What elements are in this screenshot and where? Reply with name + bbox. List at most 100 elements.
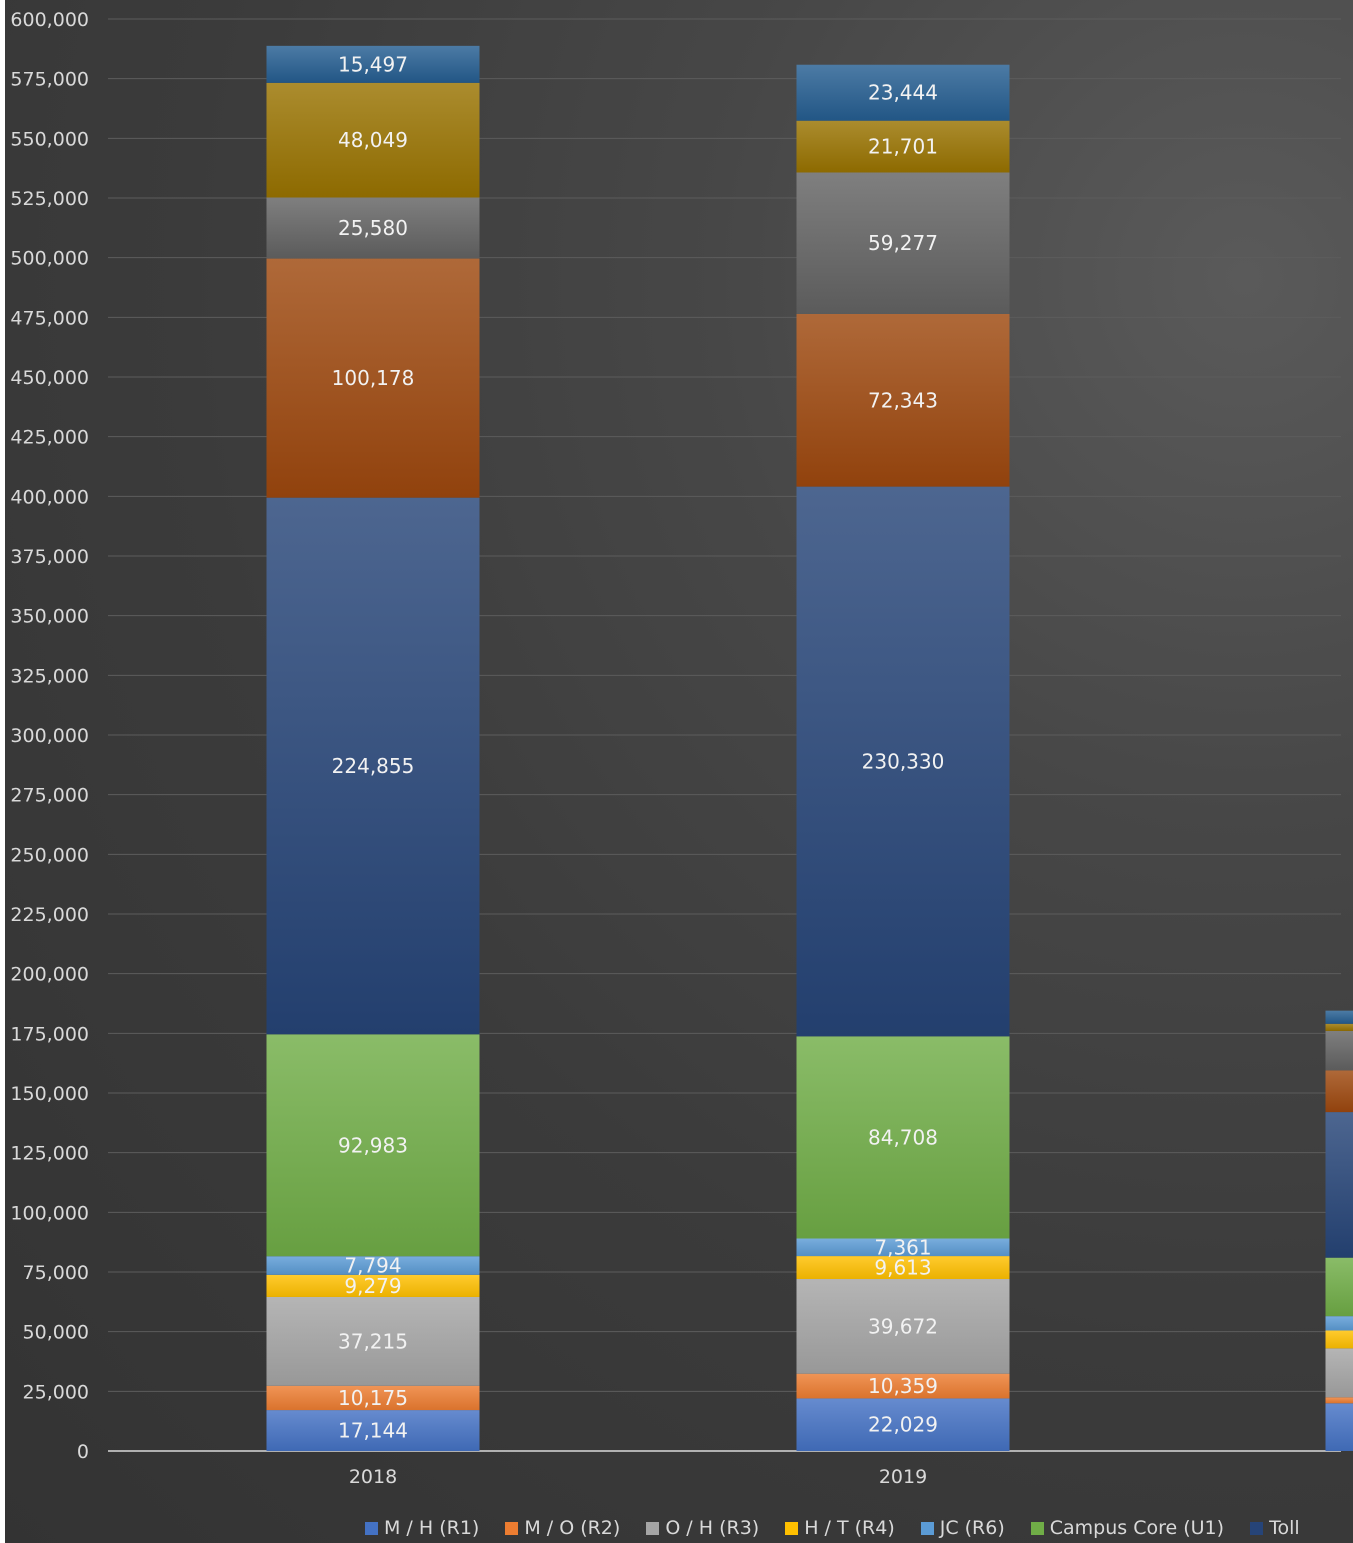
data-label: 9,279	[344, 1274, 401, 1298]
y-tick-label: 100,000	[10, 1202, 89, 1224]
legend-label: O / H (R3)	[665, 1517, 760, 1539]
y-tick-label: 300,000	[10, 725, 89, 747]
legend-swatch	[646, 1521, 660, 1535]
data-label: 21,701	[868, 135, 938, 159]
legend-swatch	[1030, 1521, 1044, 1535]
bar-segment	[796, 1373, 1010, 1399]
legend-label: JC (R6)	[939, 1517, 1005, 1539]
data-label: 7,794	[344, 1254, 401, 1278]
data-label: 17,144	[338, 1419, 408, 1443]
x-tick-label: 2018	[349, 1466, 397, 1488]
y-tick-label: 400,000	[10, 486, 89, 508]
y-tick-label: 375,000	[10, 546, 89, 568]
bar-segment	[796, 120, 1010, 173]
data-label: 84,708	[868, 1125, 938, 1149]
legend-swatch	[920, 1521, 934, 1535]
bar-segment	[1325, 1030, 1353, 1071]
bar-segment	[1325, 1348, 1353, 1398]
bar-segment	[1325, 1023, 1353, 1031]
y-tick-label: 125,000	[10, 1143, 89, 1165]
bar-segment	[796, 1398, 1010, 1451]
data-label: 37,215	[338, 1329, 408, 1353]
legend-item: M / O (R2)	[505, 1517, 620, 1539]
y-tick-label: 425,000	[10, 427, 89, 449]
bar-segment	[266, 1274, 480, 1297]
bar-segment	[266, 1256, 480, 1275]
y-tick-label: 275,000	[10, 785, 89, 807]
bar-segment	[1325, 1403, 1353, 1451]
y-tick-label: 550,000	[10, 128, 89, 150]
y-tick-label: 450,000	[10, 367, 89, 389]
legend-label: Toll	[1269, 1517, 1300, 1539]
bar-segment	[266, 1410, 480, 1451]
data-label: 39,672	[868, 1314, 938, 1338]
bar-segment	[796, 64, 1010, 121]
data-label: 48,049	[338, 128, 408, 152]
legend-item: JC (R6)	[920, 1517, 1005, 1539]
y-axis-tick-labels: 0 25,000 50,000 75,000 100,000 125,000 150,000…	[10, 9, 89, 1463]
bar-segment	[1325, 1316, 1353, 1331]
bar-segment	[1325, 1010, 1353, 1024]
bar-segment	[1325, 1397, 1353, 1404]
y-tick-label: 525,000	[10, 188, 89, 210]
bars	[266, 45, 1353, 1451]
legend-item: Campus Core (U1)	[1030, 1517, 1225, 1539]
bar-segment	[796, 486, 1010, 1037]
bar-segment	[1325, 1257, 1353, 1317]
bar-segment	[1325, 1112, 1353, 1258]
bar-segment	[266, 1296, 480, 1386]
data-label: 23,444	[868, 81, 938, 105]
y-tick-label: 225,000	[10, 904, 89, 926]
legend-item: M / H (R1)	[365, 1517, 479, 1539]
legend-swatch	[365, 1521, 378, 1535]
data-label: 10,175	[338, 1386, 408, 1410]
data-label: 100,178	[332, 366, 415, 390]
legend-item: H / T (R4)	[785, 1517, 895, 1539]
y-tick-label: 75,000	[23, 1262, 89, 1284]
bar-segment	[266, 258, 480, 498]
legend-label: M / O (R2)	[524, 1517, 621, 1539]
data-label: 7,361	[874, 1235, 931, 1259]
y-tick-label: 575,000	[10, 69, 89, 91]
data-label: 15,497	[338, 52, 408, 76]
data-label: 72,343	[868, 388, 938, 412]
bar-segment	[266, 82, 480, 198]
y-tick-label: 325,000	[10, 665, 89, 687]
bar-segment	[266, 197, 480, 259]
y-tick-label: 175,000	[10, 1023, 89, 1045]
bar-segment	[1325, 1070, 1353, 1113]
left-edge-strip	[0, 0, 5, 1543]
y-tick-label: 150,000	[10, 1083, 89, 1105]
legend-label: Campus Core (U1)	[1049, 1517, 1225, 1539]
y-tick-label: 600,000	[10, 9, 89, 31]
legend: M / H (R1) M / O (R2) O / H (R3) H / T (R4)…	[365, 1515, 1353, 1541]
bar-segment	[266, 45, 480, 83]
y-tick-label: 200,000	[10, 964, 89, 986]
x-tick-label: 2019	[879, 1466, 927, 1488]
legend-swatch	[505, 1521, 519, 1535]
bar-segment	[266, 497, 480, 1035]
legend-label: M / H (R1)	[384, 1517, 480, 1539]
data-label: 59,277	[868, 231, 938, 255]
data-label: 9,613	[874, 1256, 931, 1280]
y-tick-label: 50,000	[23, 1322, 89, 1344]
y-tick-label: 25,000	[23, 1381, 89, 1403]
data-label: 10,359	[868, 1374, 938, 1398]
y-tick-label: 475,000	[10, 307, 89, 329]
data-label: 224,855	[332, 754, 415, 778]
bar-segment	[796, 1036, 1010, 1239]
data-label: 22,029	[868, 1413, 938, 1437]
y-tick-label: 500,000	[10, 248, 89, 270]
legend-swatch	[785, 1521, 799, 1535]
y-tick-label: 250,000	[10, 844, 89, 866]
bar-segment	[1325, 1330, 1353, 1349]
y-tick-label: 350,000	[10, 606, 89, 628]
bar-segment	[796, 172, 1010, 314]
legend-item: Toll	[1250, 1517, 1300, 1539]
x-axis-tick-labels: 2018 2019	[349, 1466, 927, 1488]
data-label: 92,983	[338, 1133, 408, 1157]
bar-segment	[266, 1034, 480, 1257]
